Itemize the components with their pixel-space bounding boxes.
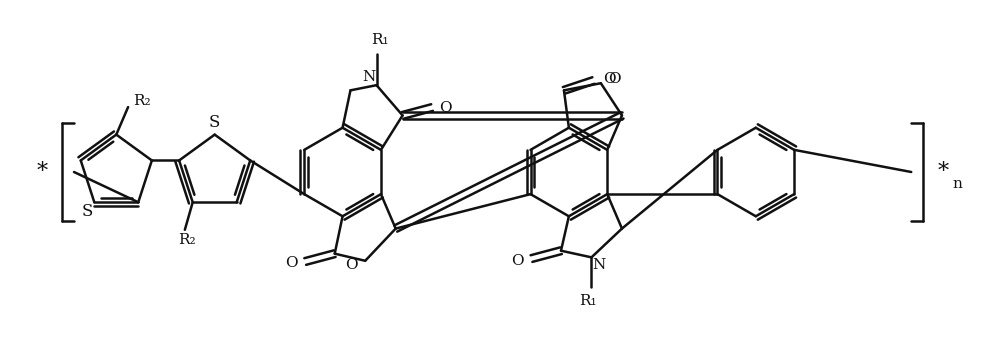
Text: N: N (362, 70, 375, 84)
Text: O: O (345, 258, 358, 272)
Text: R₁: R₁ (372, 33, 389, 47)
Text: O: O (285, 257, 298, 270)
Text: n: n (953, 177, 962, 191)
Text: O: O (511, 254, 524, 268)
Text: S: S (82, 203, 93, 220)
Text: O: O (608, 72, 621, 86)
Text: O: O (603, 72, 616, 86)
Text: *: * (37, 161, 48, 183)
Text: R₁: R₁ (579, 294, 596, 308)
Text: O: O (440, 100, 452, 115)
Text: R₂: R₂ (133, 94, 151, 108)
Text: *: * (937, 161, 948, 183)
Text: R₂: R₂ (178, 233, 196, 247)
Text: N: N (593, 258, 606, 272)
Text: S: S (209, 114, 220, 131)
